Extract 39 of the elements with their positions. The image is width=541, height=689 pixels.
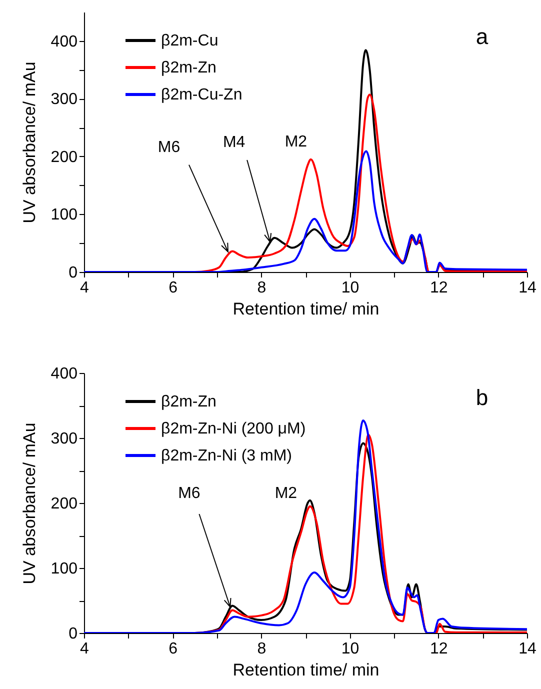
legend-label: β2m-Zn-Ni (200 μM) (161, 420, 306, 438)
legend-label: β2m-Zn-Ni (3 mM) (161, 448, 292, 464)
y-tick-label: 100 (50, 206, 78, 224)
legend-label: β2m-Cu (161, 32, 218, 50)
x-tick-label: 8 (257, 640, 266, 658)
annotation: M2 (274, 484, 298, 502)
y-axis-title: UV absorbance/ mAu (20, 422, 39, 584)
y-tick-label: 400 (50, 33, 78, 50)
x-tick-label: 4 (80, 280, 90, 296)
y-tick-label: 200 (50, 496, 78, 512)
legend-label: β2m-Zn (161, 394, 216, 410)
x-tick-label: 12 (430, 280, 448, 296)
y-axis-title: UV absorbance/ mAu (20, 62, 39, 224)
x-tick-label: 4 (80, 640, 90, 658)
y-tick-label: 0 (68, 264, 78, 282)
y-tick-label: 400 (50, 366, 78, 382)
annotation: a (476, 24, 489, 49)
x-tick-label: 6 (168, 640, 178, 658)
x-tick-label: 10 (341, 640, 360, 658)
y-tick-label: 300 (50, 91, 78, 108)
y-tick-label: 100 (50, 560, 78, 578)
annotation: M2 (284, 133, 308, 150)
y-tick-label: 0 (68, 626, 78, 642)
annotation: M4 (222, 134, 246, 151)
annotation: M6 (158, 138, 180, 156)
x-axis-title: Retention time/ min (232, 660, 380, 680)
x-tick-label: 10 (341, 280, 360, 296)
x-axis-title: Retention time/ min (232, 300, 380, 318)
x-tick-label: 8 (257, 280, 266, 296)
legend-label: β2m-Zn (161, 60, 216, 76)
x-tick-label: 14 (518, 640, 536, 658)
y-tick-label: 200 (50, 148, 78, 166)
y-tick-label: 300 (50, 430, 78, 448)
x-tick-label: 12 (430, 640, 448, 658)
annotation: M6 (178, 485, 200, 502)
x-tick-label: 6 (168, 280, 178, 296)
x-tick-label: 14 (518, 280, 536, 296)
annotation: b (476, 385, 488, 410)
legend-label: β2m-Cu-Zn (161, 86, 242, 104)
